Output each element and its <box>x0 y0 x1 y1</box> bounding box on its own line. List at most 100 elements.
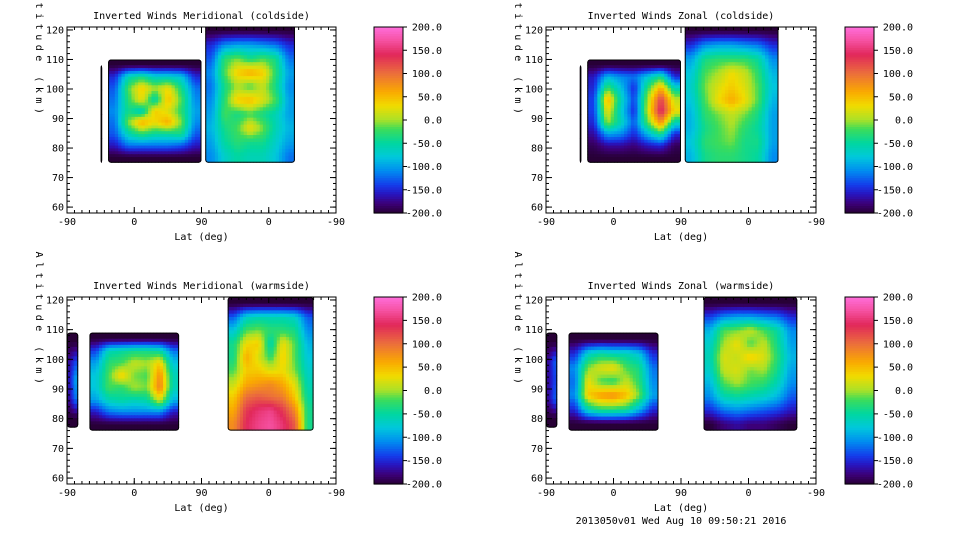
heatmap-cell <box>266 159 270 163</box>
heatmap-cell <box>745 100 749 105</box>
colorbar-swatch <box>374 33 403 37</box>
heatmap-cell <box>771 83 776 88</box>
heatmap-cell <box>256 117 261 122</box>
heatmap-cell <box>227 100 232 105</box>
heatmap-cell <box>688 48 693 53</box>
heatmap-cell <box>587 114 592 118</box>
heatmap-cell <box>230 114 235 119</box>
heatmap-cell <box>214 58 219 63</box>
heatmap-cell <box>775 89 779 95</box>
heatmap-cell <box>724 114 729 119</box>
heatmap-cell <box>667 154 672 158</box>
heatmap-cell <box>141 148 146 152</box>
heatmap-cell <box>704 152 709 157</box>
heatmap-cell <box>775 58 779 63</box>
heatmap-cell <box>158 125 163 129</box>
heatmap-cell <box>748 138 753 143</box>
heatmap-cell <box>593 142 598 147</box>
colorbar-swatch <box>845 73 874 77</box>
heatmap-cell <box>765 131 770 136</box>
colorbar-tick-label: -200.0 <box>877 209 913 220</box>
heatmap-cell <box>205 34 210 39</box>
heatmap-cell <box>164 154 169 158</box>
heatmap-cell <box>128 91 133 95</box>
heatmap-cell <box>624 70 629 75</box>
heatmap-cell <box>121 59 126 63</box>
heatmap-cell <box>256 62 261 67</box>
heatmap-cell <box>721 89 726 95</box>
heatmap-cell <box>282 37 286 42</box>
heatmap-cell <box>275 83 280 88</box>
heatmap-cell <box>670 99 675 104</box>
heatmap-cell <box>640 136 645 141</box>
heatmap-cell <box>118 134 123 138</box>
heatmap-cell <box>168 119 173 124</box>
heatmap-cell <box>164 93 169 98</box>
heatmap-cell <box>670 70 675 75</box>
heatmap-cell <box>288 141 293 147</box>
heatmap-cell <box>151 105 156 109</box>
heatmap-cell <box>272 37 277 42</box>
heatmap-cell <box>68 351 71 357</box>
heatmap-cell <box>768 27 773 32</box>
heatmap-cell <box>158 102 163 107</box>
heatmap-cell <box>151 125 156 129</box>
heatmap-cell <box>240 30 245 36</box>
heatmap-cell <box>701 121 706 126</box>
heatmap-cell <box>670 151 675 155</box>
heatmap-cell <box>68 389 71 395</box>
heatmap-cell <box>620 148 625 152</box>
heatmap-cell <box>610 91 615 95</box>
heatmap-cell <box>164 157 169 161</box>
heatmap-cell <box>758 100 763 105</box>
heatmap-cell <box>694 89 699 95</box>
heatmap-cell <box>593 116 598 121</box>
heatmap-cell <box>634 145 639 150</box>
heatmap-cell <box>198 119 202 124</box>
heatmap-cell <box>218 128 222 133</box>
heatmap-cell <box>698 103 703 108</box>
heatmap-cell <box>259 110 264 115</box>
heatmap-cell <box>224 51 229 56</box>
heatmap-cell <box>178 73 183 78</box>
heatmap-cell <box>677 99 681 104</box>
heatmap-cell <box>768 34 773 39</box>
heatmap-cell <box>208 159 213 163</box>
chart-title: Inverted Winds Meridional (coldside) <box>93 11 310 22</box>
heatmap-cell <box>138 154 143 158</box>
heatmap-cell <box>677 139 681 144</box>
heatmap-cell <box>227 96 232 101</box>
heatmap-cell <box>751 124 756 129</box>
heatmap-cell <box>164 134 169 138</box>
heatmap-cell <box>627 122 632 127</box>
heatmap-cell <box>74 356 77 362</box>
heatmap-cell <box>253 138 258 143</box>
heatmap-cell <box>208 155 213 160</box>
heatmap-cell <box>624 119 629 124</box>
heatmap-cell <box>243 93 248 98</box>
heatmap-cell <box>765 155 770 160</box>
heatmap-cell <box>272 110 277 115</box>
heatmap-cell <box>158 157 163 161</box>
heatmap-cell <box>698 128 703 133</box>
heatmap-cell <box>246 62 251 67</box>
heatmap-cell <box>118 70 123 75</box>
heatmap-cell <box>640 96 645 101</box>
heatmap-cell <box>765 107 770 112</box>
colorbar-swatch <box>845 101 874 105</box>
heatmap-cell <box>637 108 642 112</box>
heatmap-cell <box>630 73 635 78</box>
heatmap-cell <box>211 79 216 84</box>
heatmap-cell <box>614 122 618 127</box>
heatmap-cell <box>718 69 723 74</box>
heatmap-cell <box>269 152 274 157</box>
heatmap-cell <box>262 55 267 60</box>
heatmap-cell <box>164 142 169 147</box>
heatmap-cell <box>745 27 749 32</box>
heatmap-cell <box>587 131 592 135</box>
heatmap-cell <box>171 88 176 92</box>
heatmap-cell <box>758 86 763 91</box>
heatmap-cell <box>748 93 753 98</box>
heatmap-cell <box>243 96 248 101</box>
x-tick-label: 0 <box>266 217 272 228</box>
